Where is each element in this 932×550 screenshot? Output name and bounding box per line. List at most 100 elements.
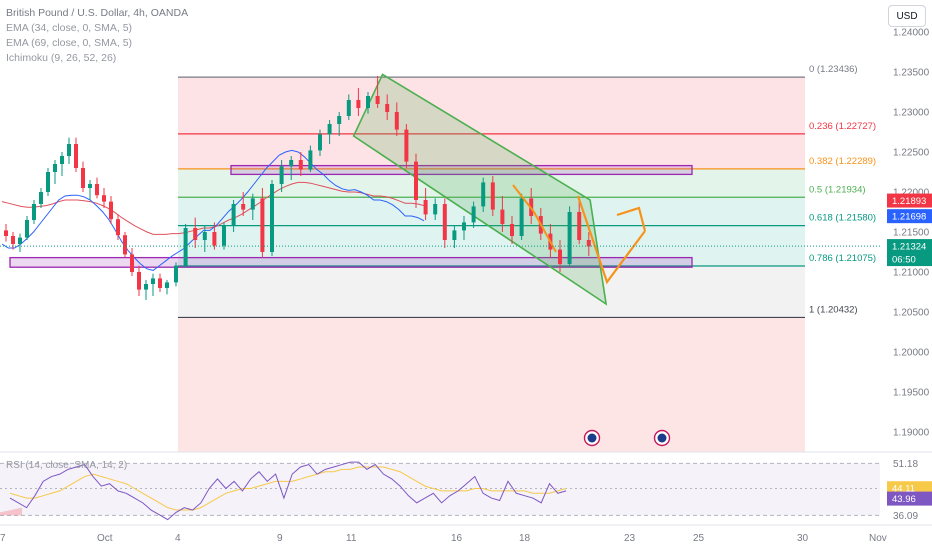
- candle-body[interactable]: [151, 278, 155, 284]
- candle-body[interactable]: [212, 232, 217, 246]
- zone-box-1[interactable]: [230, 164, 693, 176]
- candle-body[interactable]: [366, 96, 370, 108]
- zone-box-2[interactable]: [9, 256, 693, 268]
- candle-body[interactable]: [490, 182, 495, 210]
- candle-body[interactable]: [433, 204, 438, 215]
- candle-body[interactable]: [46, 172, 50, 192]
- candle-body[interactable]: [144, 284, 148, 290]
- rsi-signal-line[interactable]: [9, 466, 567, 511]
- candle-body[interactable]: [193, 228, 198, 240]
- candle-body[interactable]: [327, 124, 332, 135]
- candle-body[interactable]: [18, 237, 22, 244]
- price-tag: [887, 252, 932, 267]
- candle-body[interactable]: [95, 184, 99, 196]
- fib-zone-0: [178, 77, 805, 134]
- ema69-line[interactable]: [1, 181, 425, 235]
- candle-body[interactable]: [452, 230, 457, 240]
- candle-body[interactable]: [385, 104, 390, 112]
- candle-body[interactable]: [25, 220, 29, 238]
- candle-body[interactable]: [67, 144, 71, 156]
- candle-body[interactable]: [222, 225, 226, 246]
- candle-body[interactable]: [510, 224, 514, 236]
- candle-body[interactable]: [289, 160, 294, 167]
- candle-body[interactable]: [481, 182, 486, 207]
- projection-path-2[interactable]: [512, 184, 557, 253]
- price-tick-label: 1.19000: [893, 428, 930, 439]
- candle-body[interactable]: [130, 254, 134, 272]
- candle-body[interactable]: [241, 204, 246, 210]
- candle-body[interactable]: [500, 209, 505, 224]
- candle-body[interactable]: [298, 160, 303, 170]
- candle-body[interactable]: [53, 164, 57, 172]
- candle-body[interactable]: [116, 219, 120, 236]
- candle-body[interactable]: [558, 249, 562, 264]
- candle-body[interactable]: [4, 230, 8, 236]
- candle-body[interactable]: [356, 100, 361, 108]
- candle-body[interactable]: [202, 232, 207, 240]
- candle-body[interactable]: [442, 204, 447, 240]
- candle-body[interactable]: [102, 195, 106, 202]
- candle-body[interactable]: [414, 161, 418, 200]
- candle-body[interactable]: [346, 100, 351, 116]
- candle-body[interactable]: [577, 212, 582, 240]
- candle-body[interactable]: [308, 150, 313, 170]
- candle-body[interactable]: [183, 228, 188, 266]
- candle-body[interactable]: [32, 204, 36, 220]
- candle-body[interactable]: [567, 212, 572, 264]
- fib-label-0.786: 0.786 (1.21075): [809, 253, 876, 264]
- candle-body[interactable]: [394, 112, 399, 130]
- candle-body[interactable]: [423, 200, 428, 215]
- indicator-ema69[interactable]: EMA (69, close, 0, SMA, 5): [6, 37, 133, 49]
- time-tick-label: Nov: [869, 533, 887, 544]
- candle-body[interactable]: [279, 166, 284, 184]
- indicator-ema34[interactable]: EMA (34, close, 0, SMA, 5): [6, 22, 133, 34]
- candle-body[interactable]: [137, 272, 141, 290]
- fib-label-0.382: 0.382 (1.22289): [809, 156, 876, 167]
- price-tick-label: 1.21500: [893, 228, 930, 239]
- candle-body[interactable]: [158, 278, 162, 288]
- candle-body[interactable]: [11, 236, 15, 244]
- price-tick-label: 1.20500: [893, 308, 930, 319]
- candle-body[interactable]: [404, 129, 409, 162]
- rsi-indicator-label[interactable]: RSI (14, close, SMA, 14, 2): [6, 460, 128, 471]
- chart-legend: British Pound / U.S. Dollar, 4h, OANDA E…: [6, 6, 188, 66]
- price-tag: [887, 239, 932, 254]
- fib-label-0.236: 0.236 (1.22727): [809, 121, 876, 132]
- time-tick-label: 11: [346, 533, 357, 544]
- projection-path[interactable]: [576, 195, 646, 285]
- candle-body[interactable]: [337, 116, 342, 124]
- indicator-ichimoku[interactable]: Ichimoku (9, 26, 52, 26): [6, 52, 117, 64]
- time-tick-label: 25: [693, 533, 705, 544]
- candle-body[interactable]: [270, 184, 274, 252]
- candle-body[interactable]: [174, 265, 178, 283]
- candle-body[interactable]: [231, 204, 236, 226]
- candle-body[interactable]: [74, 144, 78, 168]
- candle-body[interactable]: [123, 235, 127, 255]
- price-tag: [887, 209, 932, 224]
- time-tick-label: 7: [0, 533, 6, 544]
- descending-channel[interactable]: [352, 73, 608, 306]
- candle-body[interactable]: [60, 156, 64, 164]
- price-tick-label: 1.22500: [893, 148, 930, 159]
- price-tick-label: 1.22000: [893, 188, 930, 199]
- rsi-line[interactable]: [9, 461, 567, 521]
- candle-body[interactable]: [375, 96, 380, 104]
- candle-body[interactable]: [81, 168, 85, 188]
- candle-body[interactable]: [88, 184, 92, 188]
- currency-button[interactable]: USD: [888, 5, 926, 27]
- candle-body[interactable]: [109, 201, 113, 220]
- candle-body[interactable]: [462, 222, 466, 231]
- ema34-line[interactable]: [1, 149, 425, 271]
- candle-body[interactable]: [586, 240, 591, 247]
- candle-body[interactable]: [318, 134, 322, 151]
- candle-body[interactable]: [165, 282, 169, 288]
- candle-body[interactable]: [471, 206, 476, 223]
- candle-body[interactable]: [260, 198, 265, 252]
- candle-body[interactable]: [519, 198, 524, 236]
- candle-body[interactable]: [39, 192, 43, 204]
- candle-body[interactable]: [250, 198, 255, 210]
- fib-zone-lower: [178, 317, 805, 452]
- fib-label-1: 1 (1.20432): [809, 304, 858, 315]
- symbol-title[interactable]: British Pound / U.S. Dollar, 4h, OANDA: [6, 7, 189, 19]
